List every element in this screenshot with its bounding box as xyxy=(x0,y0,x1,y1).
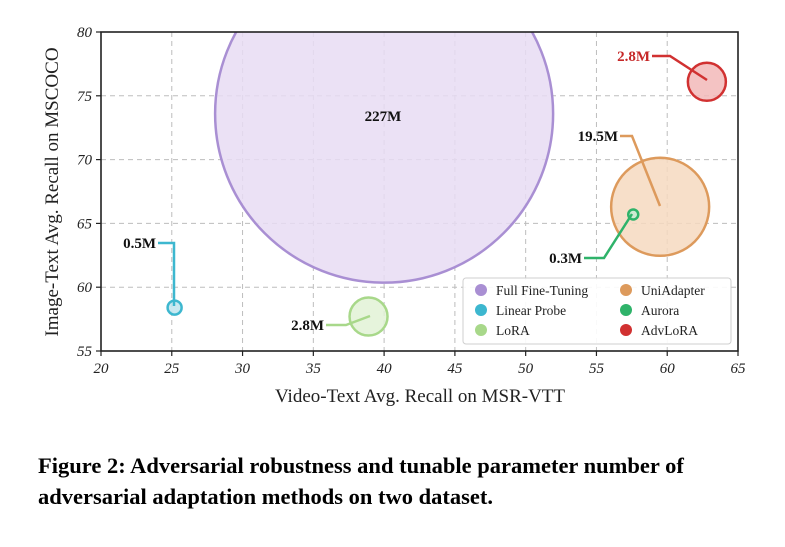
legend-marker-advlora xyxy=(620,324,632,336)
y-tick-label: 60 xyxy=(77,280,93,296)
label-lora: 2.8M xyxy=(291,318,324,334)
y-tick-label: 55 xyxy=(77,344,93,360)
legend-box xyxy=(462,277,732,345)
x-tick-label: 20 xyxy=(94,361,110,377)
label-advlora: 2.8M xyxy=(617,49,650,65)
bubbles xyxy=(166,32,728,337)
x-tick-label: 30 xyxy=(234,361,251,377)
leader-advlora xyxy=(652,54,708,82)
x-tick-label: 35 xyxy=(305,361,322,377)
legend-marker-linear-probe xyxy=(475,304,487,316)
x-tick-label: 45 xyxy=(447,361,463,377)
label-full-fine-tuning: 227M xyxy=(365,109,402,125)
y-axis-label: Image-Text Avg. Recall on MSCOCO xyxy=(42,47,63,336)
y-axis-ticks: 55 60 65 70 75 80 xyxy=(77,25,101,360)
y-tick-label: 75 xyxy=(77,89,93,105)
bubble-advlora xyxy=(686,61,728,103)
x-tick-label: 25 xyxy=(164,361,180,377)
legend-marker-uniadapter xyxy=(620,284,632,296)
x-tick-label: 40 xyxy=(377,361,393,377)
legend-label-linear-probe: Linear Probe xyxy=(496,303,566,318)
legend-marker-aurora xyxy=(620,304,632,316)
legend-label-lora: LoRA xyxy=(496,323,530,338)
label-aurora: 0.3M xyxy=(549,251,582,267)
legend-label-advlora: AdvLoRA xyxy=(641,323,698,338)
x-tick-label: 60 xyxy=(660,361,676,377)
x-tick-label: 65 xyxy=(731,361,747,377)
leader-uniadapter xyxy=(620,134,662,207)
figure-caption: Figure 2: Adversarial robustness and tun… xyxy=(38,453,684,509)
y-tick-label: 65 xyxy=(77,216,93,232)
bubble-chart: 227M 0.5M 2.8M 19.5M 0.3M 2.8M 20 25 30 35 4… xyxy=(42,25,747,407)
label-linear-probe: 0.5M xyxy=(123,236,156,252)
plot-frame xyxy=(100,31,739,352)
legend: Full Fine-Tuning Linear Probe LoRA UniAd… xyxy=(462,277,732,345)
leader-aurora xyxy=(584,213,634,260)
x-tick-label: 50 xyxy=(518,361,534,377)
y-tick-label: 80 xyxy=(77,25,93,41)
leader-lines xyxy=(158,54,708,327)
x-tick-label: 55 xyxy=(589,361,605,377)
x-axis-ticks: 20 25 30 35 40 45 50 55 60 65 xyxy=(94,351,747,377)
bubble-uniadapter xyxy=(609,156,711,258)
legend-label-uniadapter: UniAdapter xyxy=(641,283,705,298)
y-tick-label: 70 xyxy=(77,153,93,169)
legend-marker-lora xyxy=(475,324,487,336)
label-uniadapter: 19.5M xyxy=(578,129,618,145)
bubble-full-fine-tuning xyxy=(213,32,555,284)
leader-linear-probe xyxy=(158,241,176,306)
legend-label-full-fine-tuning: Full Fine-Tuning xyxy=(496,283,588,298)
legend-label-aurora: Aurora xyxy=(641,303,679,318)
x-axis-label: Video-Text Avg. Recall on MSR-VTT xyxy=(275,386,565,407)
legend-marker-full-fine-tuning xyxy=(475,284,487,296)
leader-lora xyxy=(326,314,371,327)
